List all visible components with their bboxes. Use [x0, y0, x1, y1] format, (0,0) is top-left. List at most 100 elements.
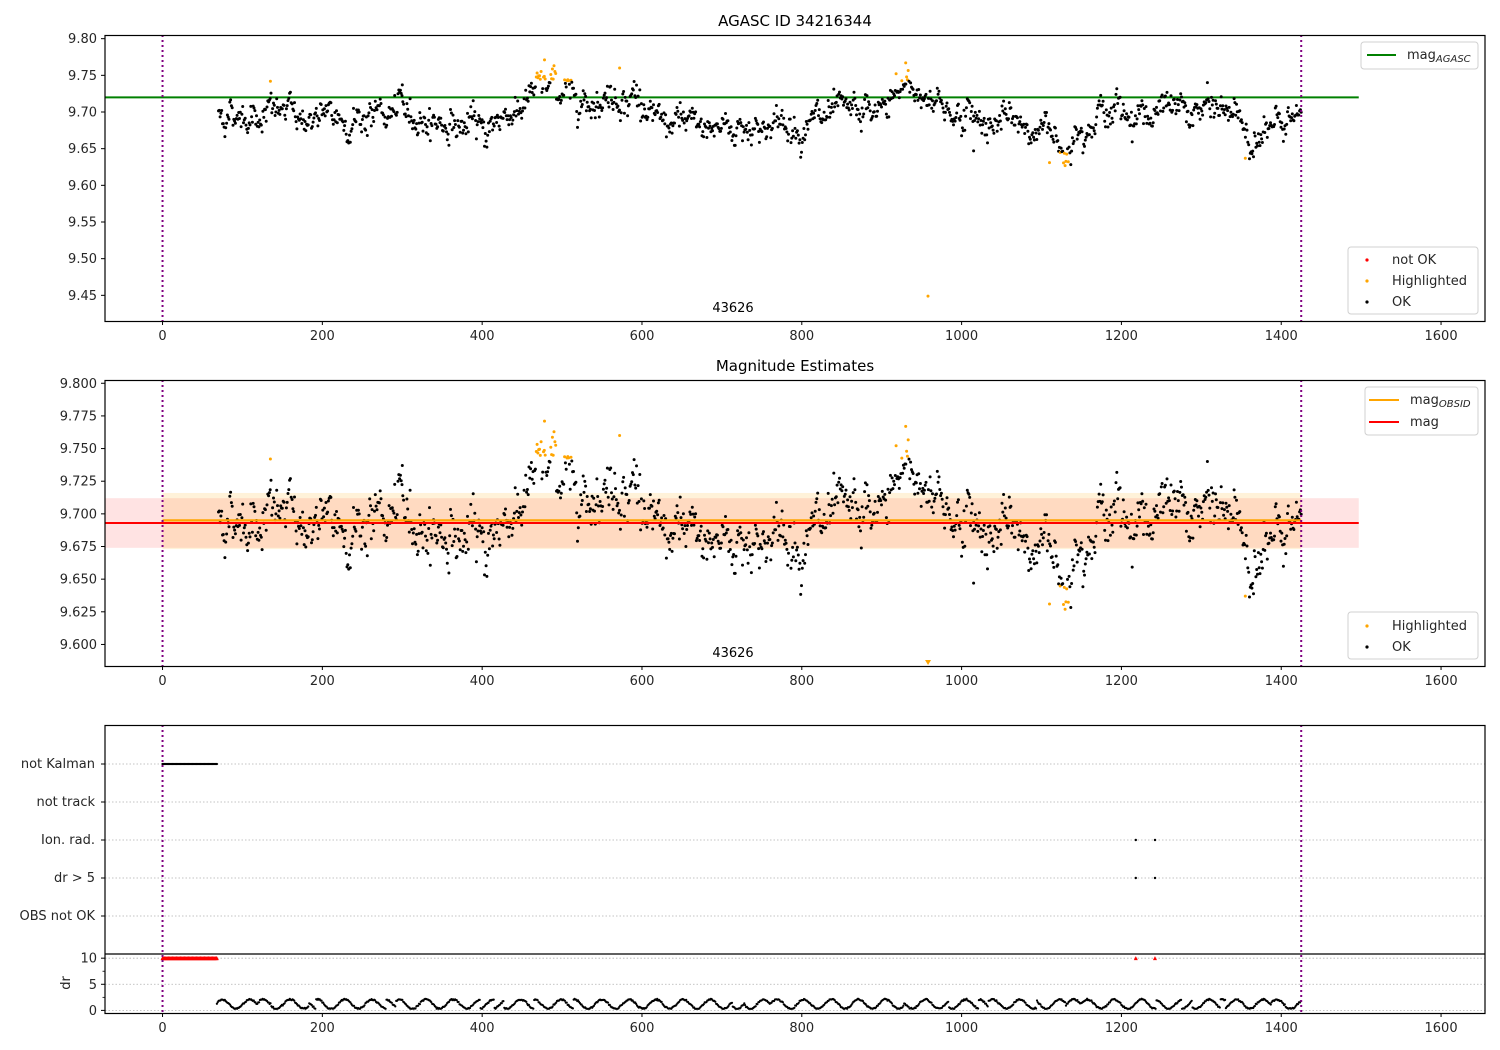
highlighted-point	[894, 72, 898, 76]
ok-point	[466, 111, 469, 115]
ok-point	[1087, 552, 1091, 556]
ok-point	[428, 506, 431, 510]
highlighted-point	[268, 457, 272, 461]
ok-point	[570, 80, 574, 84]
ok-point	[1083, 138, 1087, 142]
ok-point	[1286, 106, 1290, 110]
ok-point	[923, 483, 927, 487]
ok-point	[285, 500, 289, 504]
ok-point	[804, 120, 808, 123]
ok-point	[1002, 514, 1006, 518]
ok-point	[545, 474, 549, 477]
ok-point	[970, 502, 974, 506]
ok-point	[799, 592, 803, 596]
ok-point	[859, 529, 862, 533]
dr-point	[901, 1006, 904, 1009]
ok-point	[776, 125, 780, 129]
ok-point	[715, 533, 719, 537]
ok-point	[391, 509, 395, 513]
ok-point	[1074, 540, 1078, 543]
ok-point	[460, 529, 464, 532]
ok-point	[1255, 141, 1259, 145]
ok-point	[730, 139, 734, 142]
ok-point	[457, 539, 461, 543]
ok-point	[990, 537, 994, 541]
x-tick-label: 600	[630, 1021, 655, 1036]
ok-point	[681, 118, 685, 122]
x-tick-label: 0	[158, 1021, 166, 1036]
dr-point	[1283, 1003, 1286, 1006]
ok-point	[466, 547, 470, 551]
ok-point	[426, 551, 430, 555]
ok-point	[250, 120, 254, 124]
ok-point	[414, 127, 418, 131]
ok-point	[423, 116, 427, 120]
ok-point	[770, 126, 774, 130]
ok-point	[800, 150, 803, 154]
ok-point	[969, 117, 972, 121]
ok-point	[421, 129, 425, 133]
ok-point	[1253, 555, 1257, 559]
ok-point	[1109, 505, 1113, 509]
ok-point	[765, 556, 769, 560]
ok-point	[817, 114, 820, 118]
ok-point	[1132, 537, 1136, 541]
ok-point	[524, 473, 528, 477]
ok-point	[620, 491, 624, 495]
ok-point	[230, 106, 234, 110]
ok-point	[1001, 109, 1005, 113]
ok-point	[352, 506, 355, 509]
ok-point	[643, 107, 647, 111]
ok-point	[829, 105, 833, 109]
ok-point	[523, 505, 527, 509]
dr-point	[1119, 1001, 1122, 1005]
ok-point	[1284, 132, 1288, 136]
ok-point	[783, 538, 787, 542]
ok-point	[735, 540, 739, 544]
ok-point	[472, 114, 476, 118]
ok-point	[924, 92, 928, 96]
ok-point	[291, 507, 295, 511]
ok-point	[931, 109, 935, 113]
ok-point	[322, 506, 326, 510]
ok-point	[1176, 490, 1179, 493]
ok-point	[1016, 130, 1020, 134]
ok-point	[578, 514, 582, 518]
ok-point	[757, 566, 761, 570]
ok-point	[1210, 103, 1214, 107]
highlighted-point	[618, 66, 622, 70]
ok-point	[253, 509, 257, 513]
ok-point	[1165, 90, 1169, 94]
ok-point	[799, 155, 803, 159]
ok-point	[574, 92, 578, 96]
ok-point	[909, 81, 913, 85]
ok-point	[625, 493, 629, 496]
ok-point	[970, 104, 974, 108]
ok-point	[558, 484, 562, 488]
ok-point	[314, 106, 318, 110]
ok-point	[314, 505, 318, 509]
ok-point	[562, 93, 566, 97]
ok-point	[329, 101, 333, 105]
ok-point	[1104, 108, 1108, 112]
agasc-panel-frame	[104, 34, 1486, 323]
ok-point	[1141, 499, 1145, 503]
ok-point	[830, 497, 834, 501]
ok-point	[1180, 485, 1183, 489]
ok-point	[217, 509, 221, 513]
ok-point	[1041, 543, 1044, 547]
ok-point	[407, 530, 411, 534]
ok-point	[1292, 119, 1296, 123]
ok-point	[698, 529, 702, 533]
ok-point	[592, 101, 596, 105]
ok-point	[278, 112, 282, 116]
ok-point	[258, 118, 262, 122]
ok-point	[1208, 506, 1212, 510]
x-tick-label: 1400	[1265, 329, 1298, 344]
ok-point	[694, 110, 698, 114]
highlighted-point	[538, 447, 541, 451]
ok-point	[1273, 505, 1277, 509]
ok-point	[602, 482, 606, 486]
ok-point	[893, 483, 896, 487]
ok-point	[280, 107, 284, 111]
